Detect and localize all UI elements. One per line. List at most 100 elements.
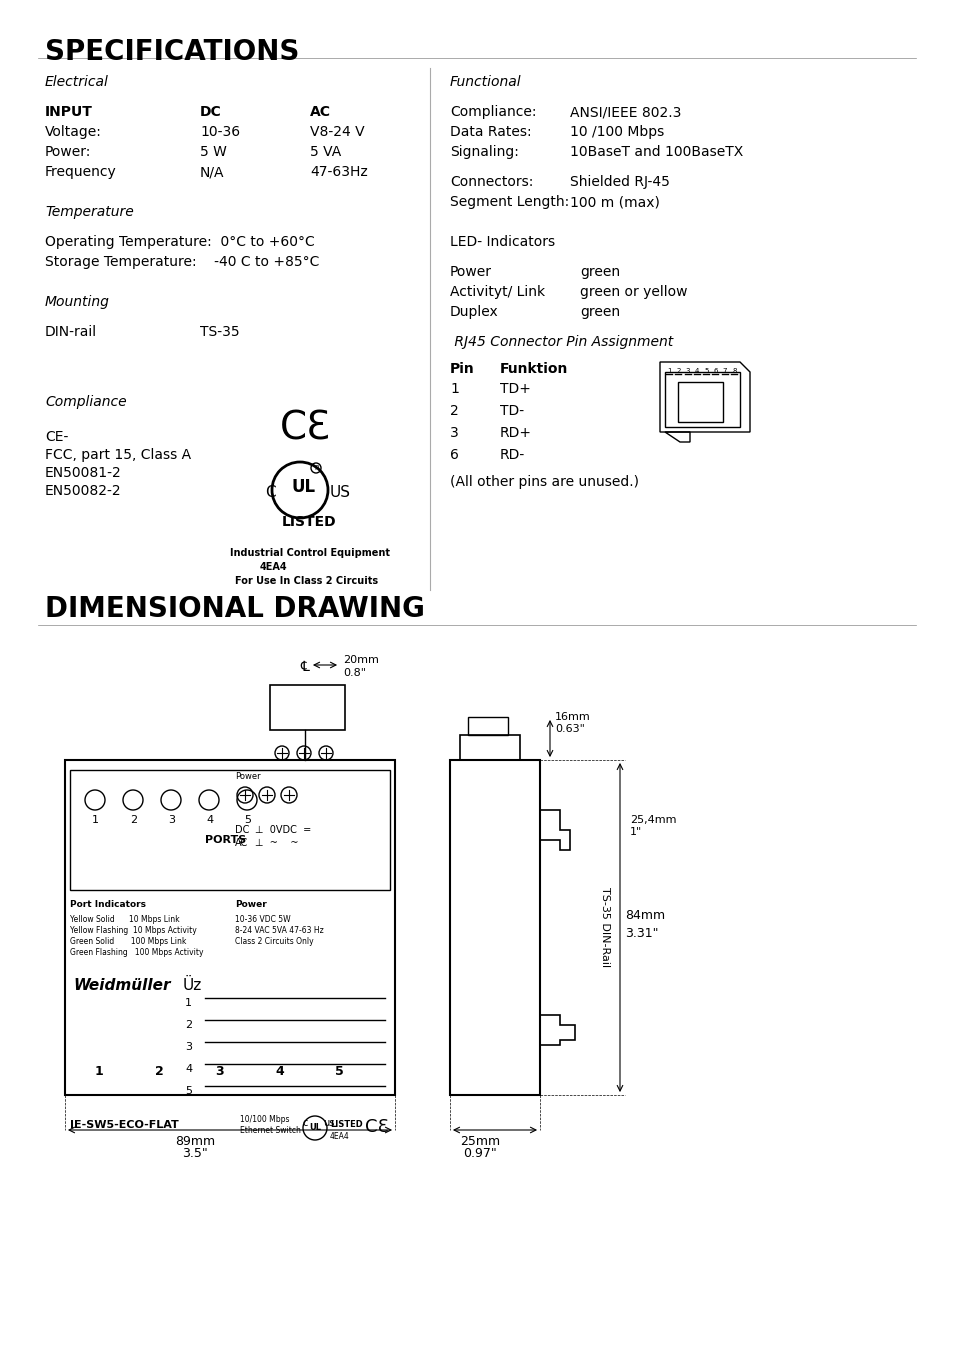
Text: 16mm: 16mm — [555, 712, 590, 721]
Bar — [70, 770, 390, 890]
Text: Green Solid       100 Mbps Link: Green Solid 100 Mbps Link — [70, 938, 186, 946]
Text: 4: 4 — [274, 1065, 283, 1078]
Text: Industrial Control Equipment: Industrial Control Equipment — [230, 549, 390, 558]
Text: 6: 6 — [713, 367, 718, 374]
Text: C: C — [265, 485, 275, 500]
Text: Activityt/ Link: Activityt/ Link — [450, 285, 544, 299]
Text: Electrical: Electrical — [45, 76, 109, 89]
Text: 3: 3 — [685, 367, 689, 374]
Text: 5 W: 5 W — [200, 145, 227, 159]
Text: TD+: TD+ — [499, 382, 530, 396]
Bar — [664, 372, 740, 427]
Text: Segment Length:: Segment Length: — [450, 195, 569, 209]
Text: 5: 5 — [335, 1065, 343, 1078]
Text: R: R — [314, 465, 318, 471]
Text: 1: 1 — [185, 998, 192, 1008]
Text: PORTS: PORTS — [205, 835, 246, 844]
Text: DIMENSIONAL DRAWING: DIMENSIONAL DRAWING — [45, 594, 424, 623]
Text: RD-: RD- — [499, 449, 525, 462]
Bar — [65, 761, 395, 1096]
Text: 1: 1 — [95, 1065, 104, 1078]
Text: c: c — [303, 1119, 308, 1128]
Text: Yellow Solid      10 Mbps Link: Yellow Solid 10 Mbps Link — [70, 915, 179, 924]
Text: 10 /100 Mbps: 10 /100 Mbps — [569, 126, 663, 139]
Text: LISTED: LISTED — [282, 515, 336, 530]
Text: Mounting: Mounting — [45, 295, 110, 309]
Text: Green Flashing   100 Mbps Activity: Green Flashing 100 Mbps Activity — [70, 948, 203, 957]
Text: US: US — [330, 485, 351, 500]
Text: INPUT: INPUT — [45, 105, 92, 119]
Text: 10BaseT and 100BaseTX: 10BaseT and 100BaseTX — [569, 145, 742, 159]
Text: Operating Temperature:  0°C to +60°C: Operating Temperature: 0°C to +60°C — [45, 235, 314, 249]
Text: EN50081-2: EN50081-2 — [45, 466, 122, 480]
Text: 89mm: 89mm — [174, 1135, 214, 1148]
Text: 1": 1" — [629, 827, 641, 838]
Text: green or yellow: green or yellow — [579, 285, 687, 299]
Text: CƐ: CƐ — [280, 409, 331, 449]
Text: ⊥  0VDC  =: ⊥ 0VDC = — [254, 825, 311, 835]
Text: 2: 2 — [154, 1065, 164, 1078]
Text: 6: 6 — [450, 449, 458, 462]
Text: RJ45 Connector Pin Assignment: RJ45 Connector Pin Assignment — [450, 335, 673, 349]
Text: 1: 1 — [91, 815, 99, 825]
Text: Connectors:: Connectors: — [450, 176, 533, 189]
Text: Functional: Functional — [450, 76, 521, 89]
Text: TS-35: TS-35 — [200, 326, 239, 339]
Text: Yellow Flashing  10 Mbps Activity: Yellow Flashing 10 Mbps Activity — [70, 925, 196, 935]
Text: UL: UL — [292, 478, 315, 496]
Text: Frequency: Frequency — [45, 165, 116, 178]
Text: DIN-rail: DIN-rail — [45, 326, 97, 339]
Text: 4EA4: 4EA4 — [260, 562, 287, 571]
Text: 7: 7 — [722, 367, 726, 374]
Text: For Use In Class 2 Circuits: For Use In Class 2 Circuits — [234, 576, 377, 586]
Text: Power: Power — [234, 771, 260, 781]
Text: 4: 4 — [185, 1065, 192, 1074]
Text: (All other pins are unused.): (All other pins are unused.) — [450, 476, 639, 489]
Text: N/A: N/A — [200, 165, 224, 178]
Text: Weidmüller: Weidmüller — [73, 978, 171, 993]
Text: SPECIFICATIONS: SPECIFICATIONS — [45, 38, 299, 66]
Text: Port Indicators: Port Indicators — [70, 900, 146, 909]
Bar — [678, 382, 722, 422]
Text: Funktion: Funktion — [499, 362, 568, 376]
Text: 2: 2 — [185, 1020, 192, 1029]
Text: Class 2 Circuits Only: Class 2 Circuits Only — [234, 938, 314, 946]
Text: Ethernet Switch: Ethernet Switch — [240, 1125, 300, 1135]
Text: UL: UL — [309, 1123, 320, 1132]
Text: FCC, part 15, Class A: FCC, part 15, Class A — [45, 449, 191, 462]
Text: 2: 2 — [676, 367, 679, 374]
Text: Signaling:: Signaling: — [450, 145, 518, 159]
Text: 0.8": 0.8" — [343, 667, 366, 678]
Text: TD-: TD- — [499, 404, 523, 417]
Text: CƐ: CƐ — [365, 1119, 388, 1136]
Text: 3: 3 — [168, 815, 174, 825]
Text: AC: AC — [234, 838, 248, 848]
Text: ANSI/IEEE 802.3: ANSI/IEEE 802.3 — [569, 105, 680, 119]
Text: 3: 3 — [185, 1042, 192, 1052]
Text: Power: Power — [450, 265, 492, 280]
Text: 5: 5 — [244, 815, 251, 825]
Bar — [459, 735, 519, 761]
Text: 1: 1 — [666, 367, 671, 374]
Text: Duplex: Duplex — [450, 305, 498, 319]
Text: 4EA4: 4EA4 — [330, 1132, 350, 1142]
Text: ℄: ℄ — [299, 661, 309, 674]
Text: 4: 4 — [694, 367, 699, 374]
Text: LISTED: LISTED — [330, 1120, 362, 1129]
Text: 5: 5 — [185, 1086, 192, 1096]
Text: 10-36: 10-36 — [200, 126, 240, 139]
Text: EN50082-2: EN50082-2 — [45, 484, 121, 499]
Text: Storage Temperature:    -40 C to +85°C: Storage Temperature: -40 C to +85°C — [45, 255, 319, 269]
Text: IE-SW5-ECO-FLAT: IE-SW5-ECO-FLAT — [70, 1120, 178, 1129]
Text: 3.31": 3.31" — [624, 927, 658, 940]
Text: CE-: CE- — [45, 430, 69, 444]
Text: 3.5": 3.5" — [182, 1147, 208, 1161]
Text: TS-35 DIN-Rail: TS-35 DIN-Rail — [599, 888, 609, 967]
Text: LED- Indicators: LED- Indicators — [450, 235, 555, 249]
Text: 0.63": 0.63" — [555, 724, 584, 734]
Text: Temperature: Temperature — [45, 205, 133, 219]
Text: Üz: Üz — [183, 978, 202, 993]
Text: 2: 2 — [450, 404, 458, 417]
Text: Compliance: Compliance — [45, 394, 127, 409]
Text: V8-24 V: V8-24 V — [310, 126, 364, 139]
